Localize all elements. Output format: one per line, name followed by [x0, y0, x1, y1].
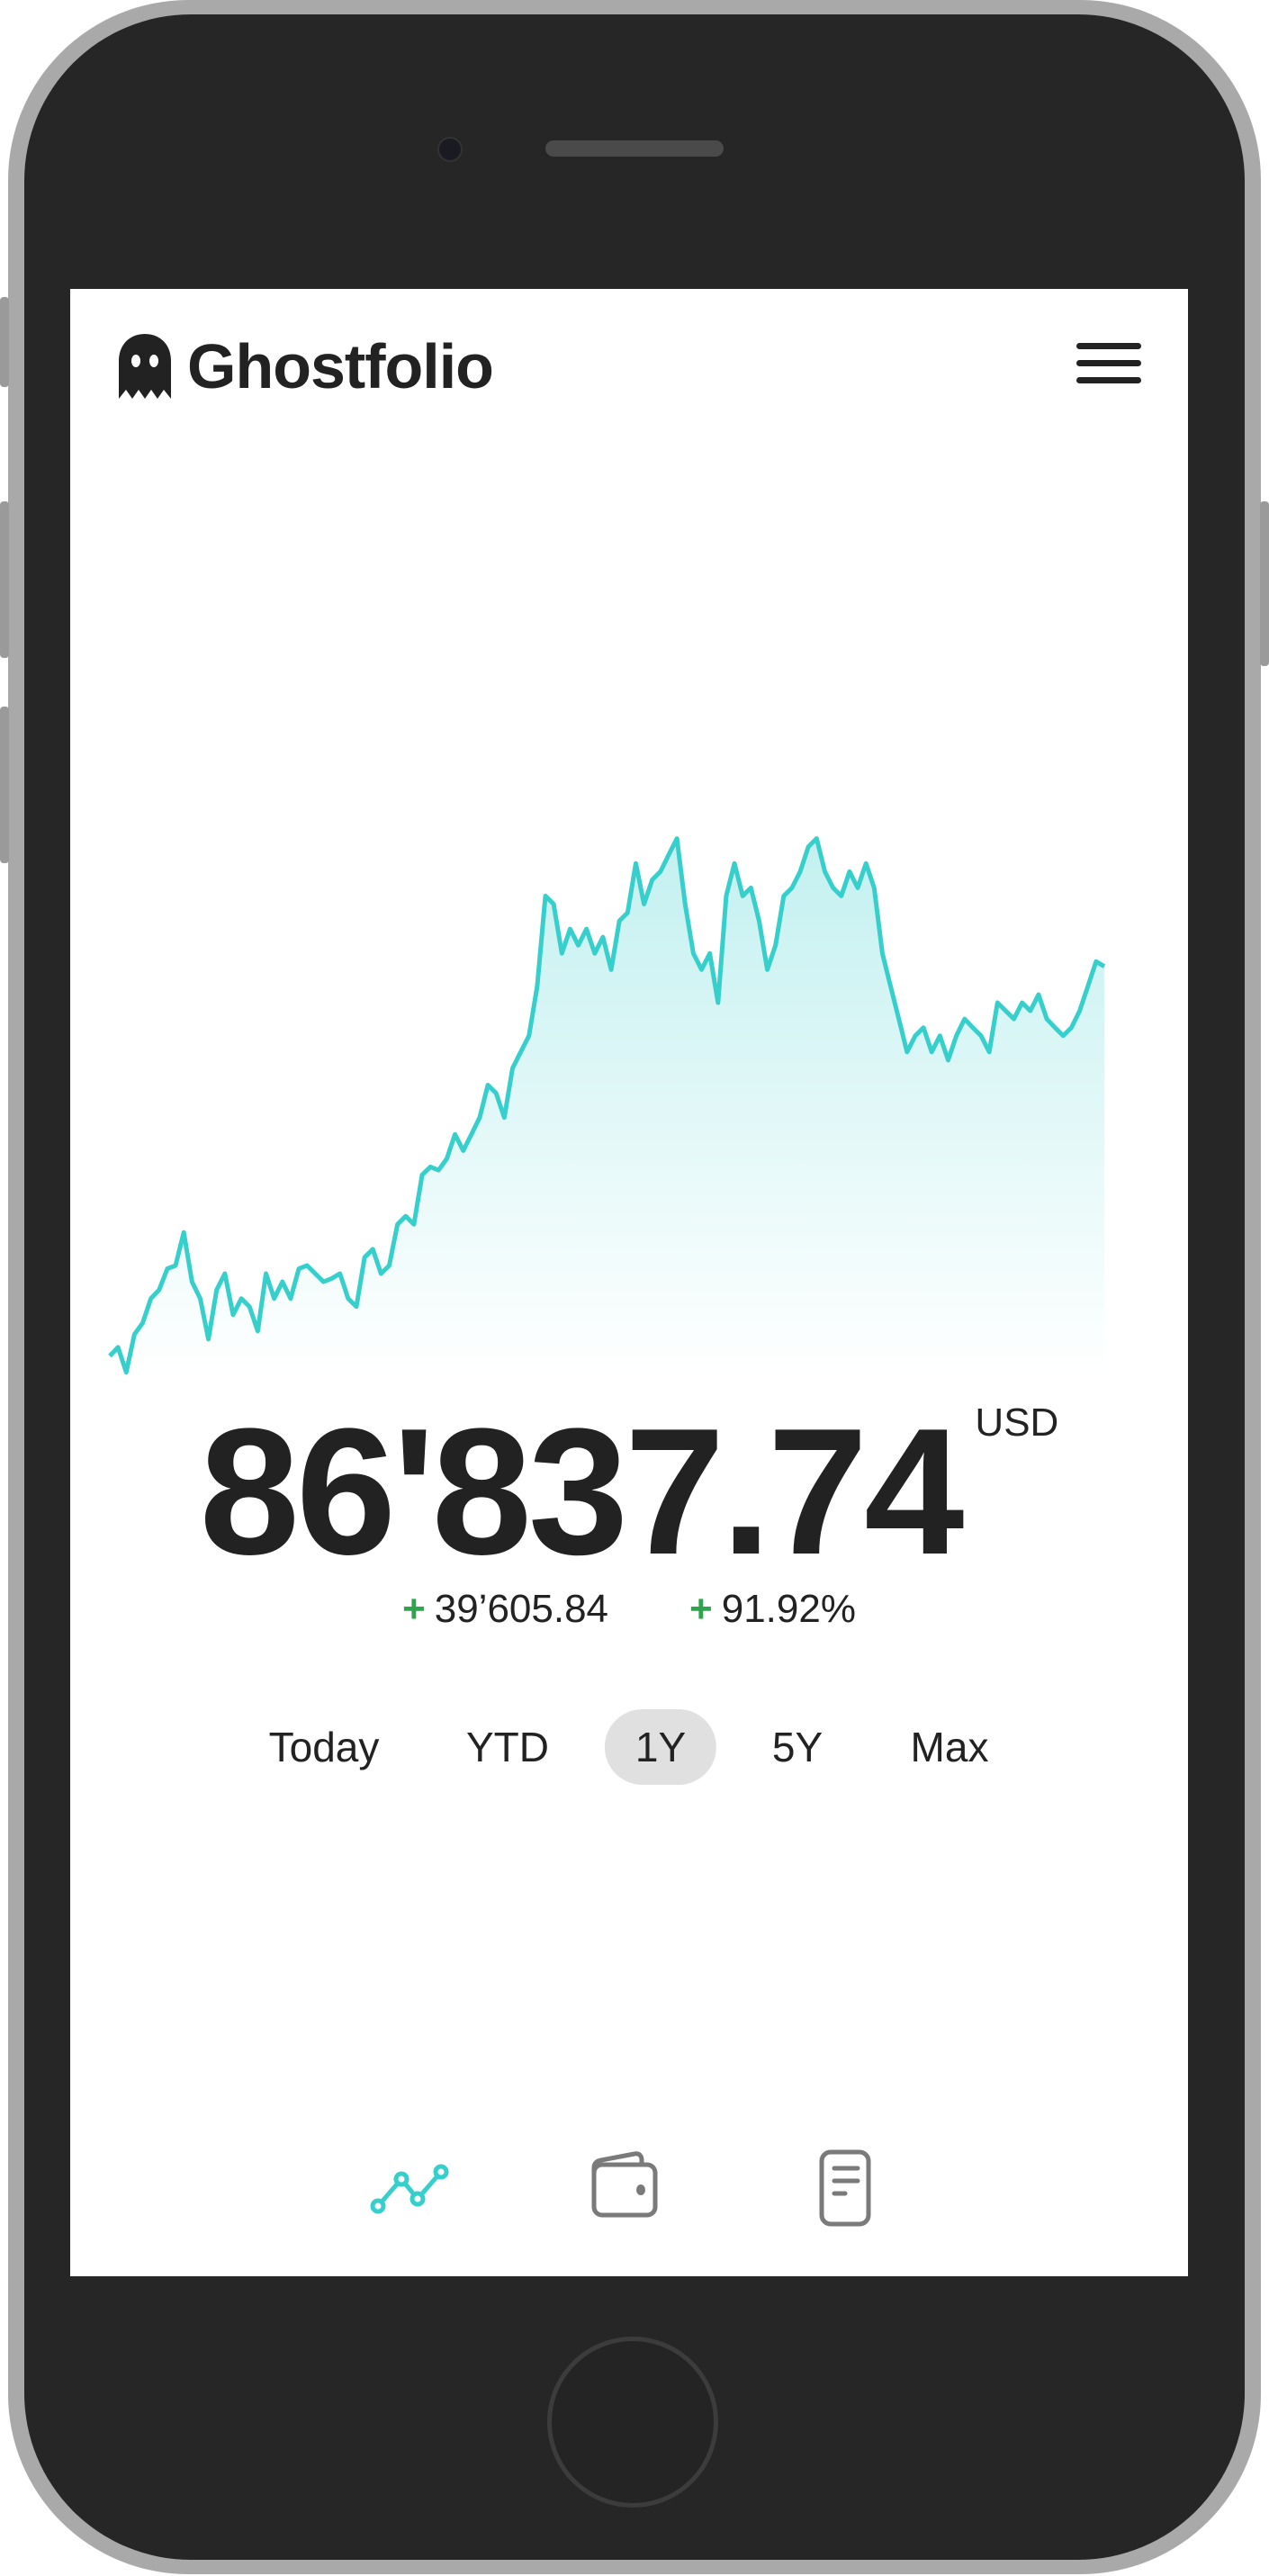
power-button: [1260, 501, 1269, 666]
volume-down-button: [0, 707, 9, 863]
front-camera: [437, 137, 463, 162]
currency-label: USD: [975, 1401, 1059, 1445]
app-logo[interactable]: Ghostfolio: [119, 330, 494, 402]
mute-switch: [0, 297, 9, 387]
tab-5y[interactable]: 5Y: [771, 1724, 824, 1770]
ghost-icon: [119, 334, 171, 399]
performance-chart: [108, 836, 1106, 1377]
absolute-change: +39’605.84: [402, 1585, 608, 1634]
relative-change-value: 91.92%: [721, 1587, 856, 1631]
tab-max[interactable]: Max: [910, 1724, 989, 1770]
volume-up-button: [0, 501, 9, 658]
tab-1y[interactable]: 1Y: [604, 1709, 717, 1785]
bottom-navigation: [70, 2147, 1188, 2233]
home-button[interactable]: [547, 2337, 718, 2508]
line-chart-icon: [370, 2164, 449, 2214]
plus-sign: +: [689, 1587, 713, 1631]
performance-changes: +39’605.84 +91.92%: [70, 1585, 1188, 1634]
plus-sign: +: [402, 1587, 426, 1631]
app-screen: Ghostfolio 86'837.74 USD +39’605.84 +91.…: [70, 289, 1188, 2276]
chart-series-line: [108, 836, 1106, 1375]
chart-area-fill: [110, 838, 1104, 1377]
app-title: Ghostfolio: [187, 331, 494, 401]
range-selector: Today YTD 1Y 5Y Max: [70, 1709, 1188, 1785]
portfolio-value-block: 86'837.74 USD: [70, 1389, 1188, 1596]
nav-transactions[interactable]: [802, 2147, 888, 2233]
wallet-icon: [591, 2151, 658, 2218]
portfolio-value: 86'837.74: [199, 1392, 965, 1592]
nav-holdings[interactable]: [585, 2147, 671, 2233]
document-icon: [819, 2149, 871, 2227]
earpiece-speaker: [545, 140, 724, 157]
absolute-change-value: 39’605.84: [434, 1587, 609, 1631]
nav-overview[interactable]: [369, 2147, 455, 2233]
relative-change: +91.92%: [689, 1585, 856, 1634]
hamburger-menu-icon[interactable]: [1076, 343, 1145, 384]
tab-ytd[interactable]: YTD: [466, 1724, 549, 1770]
tab-today[interactable]: Today: [268, 1724, 380, 1770]
